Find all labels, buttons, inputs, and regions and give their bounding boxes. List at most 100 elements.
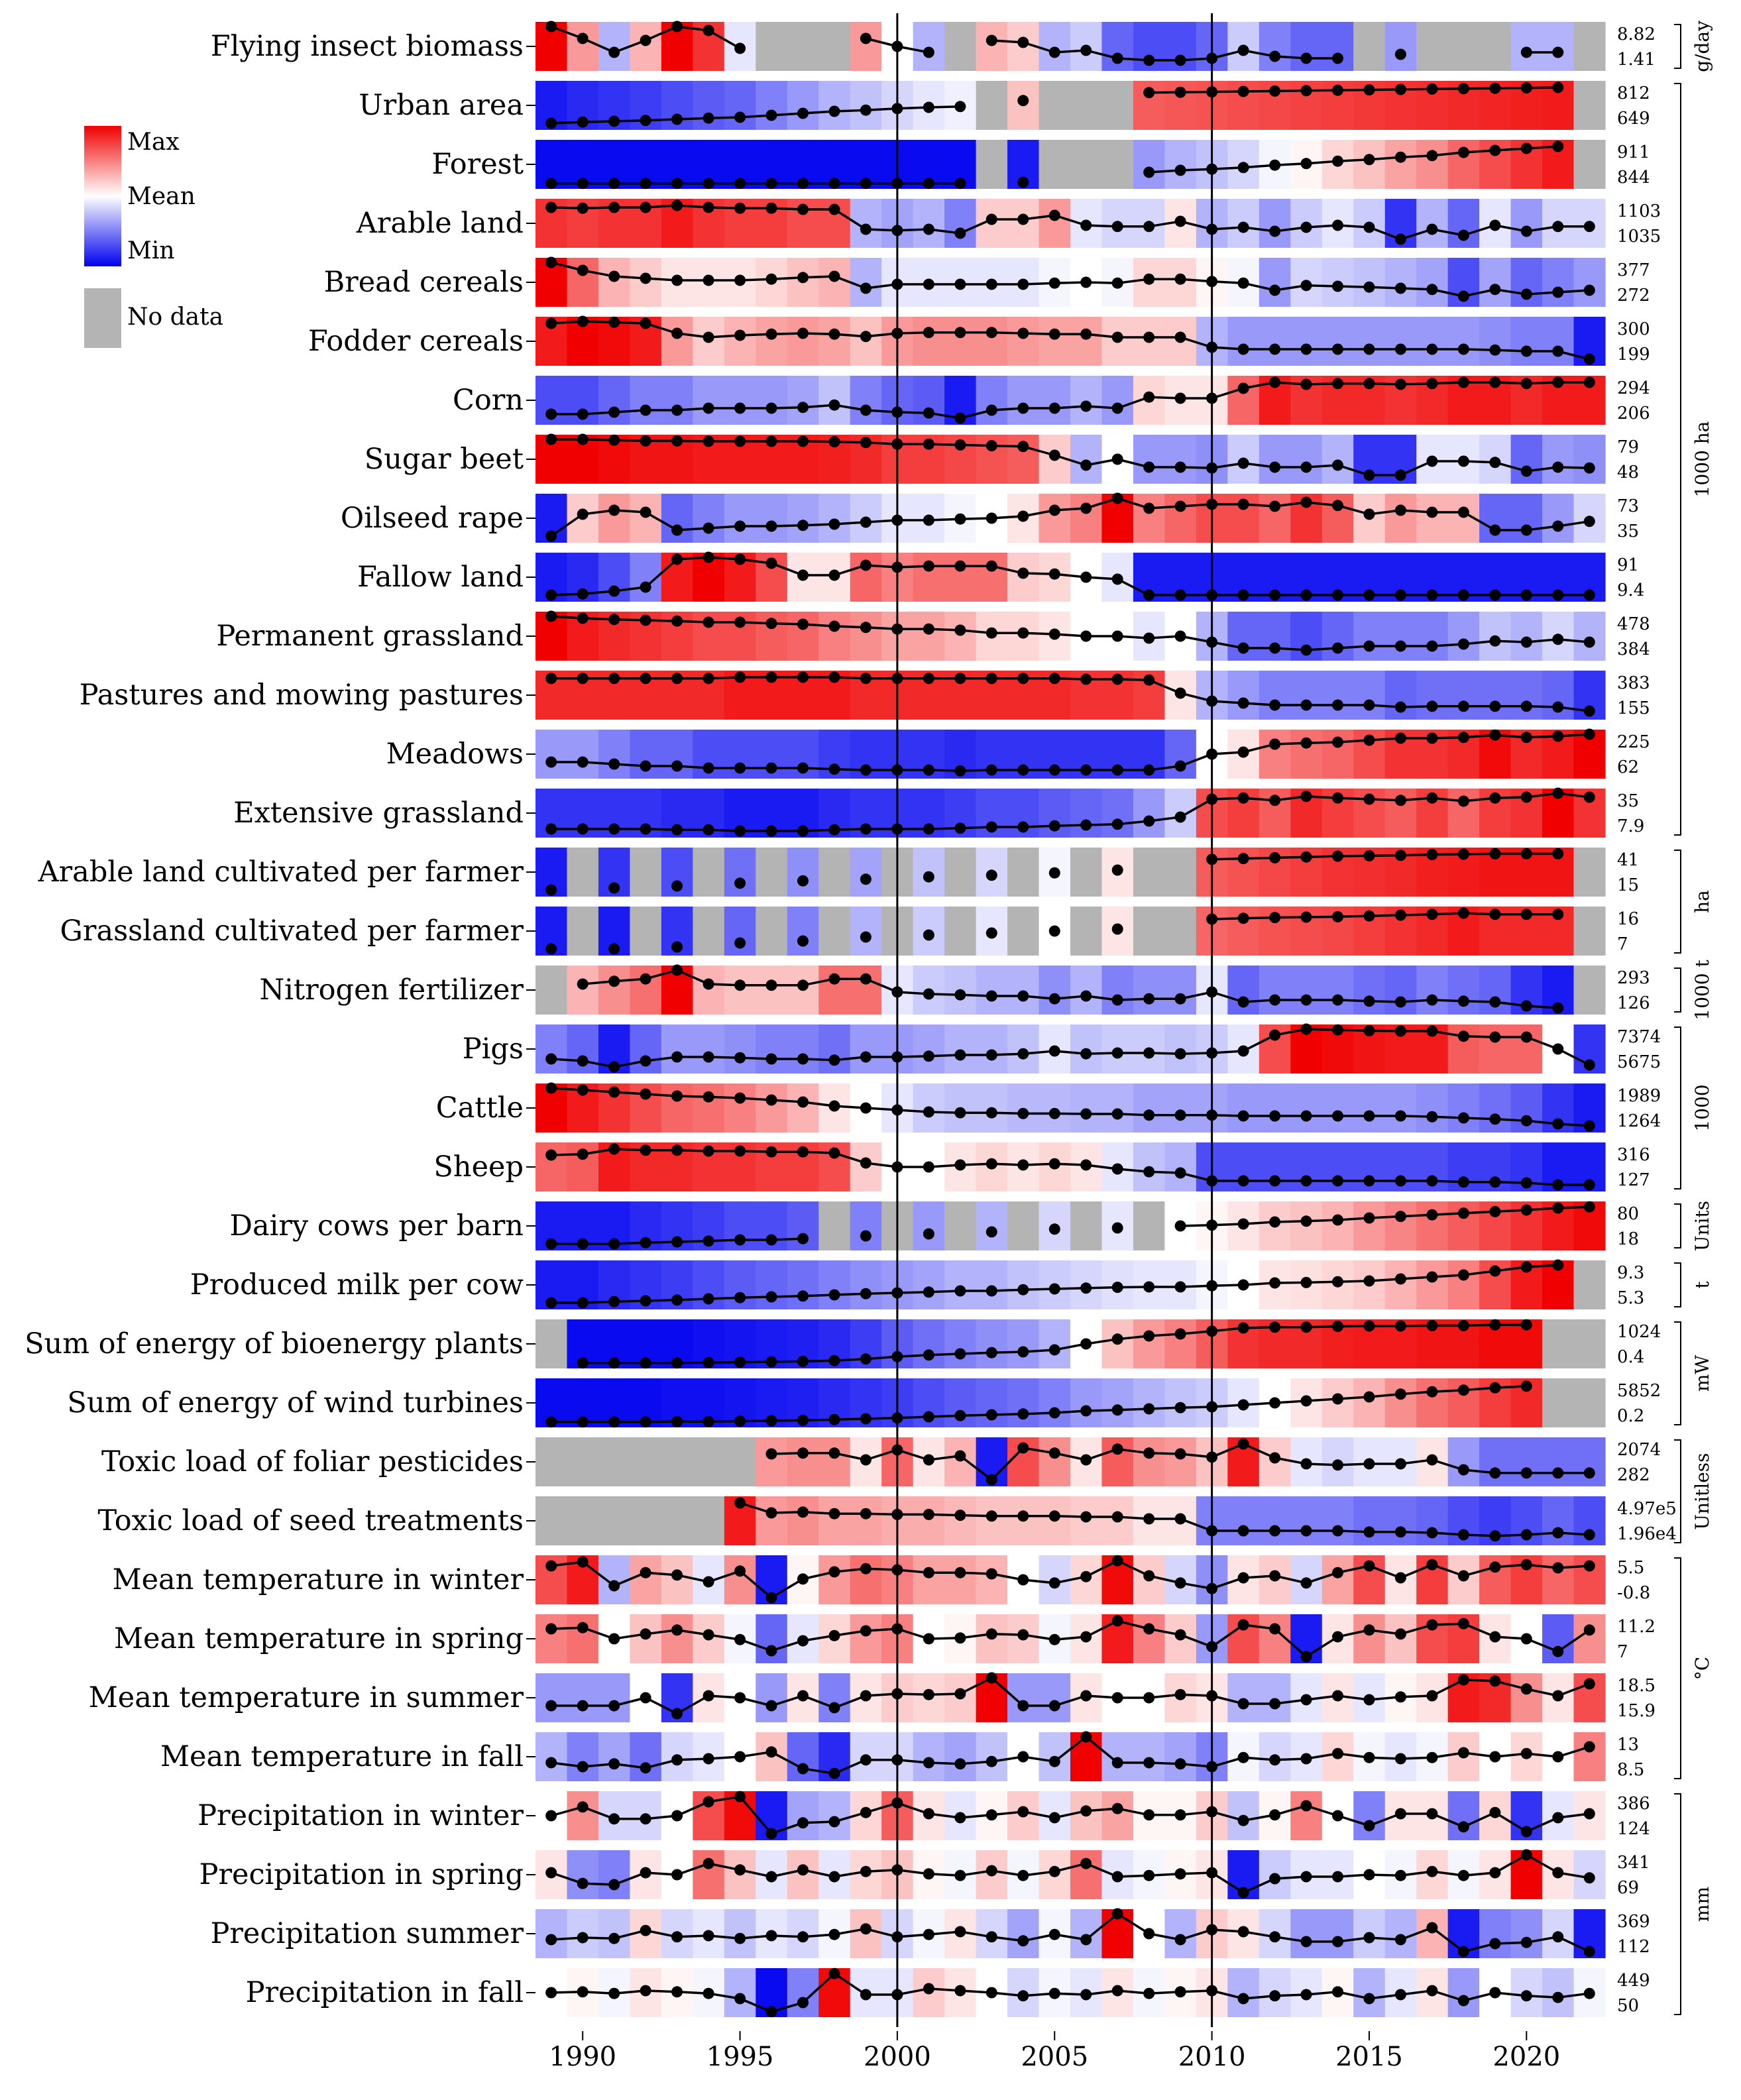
data-point: [1017, 1574, 1029, 1586]
data-point: [1017, 821, 1029, 833]
data-point: [1017, 1048, 1029, 1060]
data-point: [797, 435, 809, 447]
data-point: [985, 327, 997, 339]
data-point: [1457, 1384, 1469, 1396]
data-point: [985, 1755, 997, 1767]
heatmap-cell: [1290, 1083, 1323, 1133]
series-line: [550, 497, 1590, 537]
data-point: [1111, 923, 1123, 935]
heatmap-cell: [567, 1732, 599, 1781]
series-line: [551, 204, 1590, 241]
heatmap-cell: [1290, 1496, 1323, 1545]
data-point: [954, 1285, 966, 1297]
data-point: [640, 1567, 651, 1578]
heatmap-cell: [1133, 848, 1166, 897]
data-point: [1583, 376, 1595, 388]
heatmap-cell: [1573, 848, 1606, 897]
data-point: [954, 673, 966, 685]
data-point: [545, 823, 557, 835]
data-point: [1363, 1024, 1375, 1036]
row-min-label: -0.8: [1617, 1583, 1650, 1603]
data-point: [1394, 1808, 1406, 1820]
data-point: [608, 1932, 620, 1944]
data-point: [1457, 1529, 1469, 1541]
row-min-label: 384: [1617, 639, 1650, 659]
row-label: Flying insect biomass: [211, 30, 524, 63]
data-point: [1111, 1757, 1123, 1769]
data-point: [1143, 1513, 1155, 1525]
data-point: [1426, 1111, 1438, 1123]
data-point: [1583, 791, 1595, 803]
data-point: [1363, 1175, 1375, 1187]
heatmap-cell: [630, 1496, 662, 1545]
data-point: [1363, 1212, 1375, 1224]
data-point: [1269, 1698, 1281, 1710]
heatmap-cell: [1353, 966, 1386, 1015]
heatmap-cell: [1510, 22, 1543, 71]
row-label: Pigs: [463, 1032, 524, 1066]
data-point: [1332, 1110, 1343, 1122]
data-point: [923, 1928, 934, 1940]
data-point: [923, 438, 934, 450]
data-point: [577, 1148, 589, 1160]
data-point: [1583, 1467, 1595, 1479]
row-label: Cattle: [436, 1091, 524, 1125]
data-point: [1237, 1814, 1249, 1826]
data-point: [1111, 764, 1123, 776]
data-point: [1300, 1694, 1312, 1706]
data-point: [923, 673, 934, 685]
heatmap-cell: [693, 376, 725, 425]
row-label: Urban area: [359, 89, 524, 122]
data-point: [734, 42, 746, 54]
heatmap-cell: [598, 966, 631, 1015]
heatmap-cell: [1070, 494, 1103, 543]
series-line: [551, 1853, 1590, 1894]
row-max-label: 911: [1617, 142, 1650, 162]
heatmap-cell: [944, 1201, 977, 1250]
data-point: [1237, 1698, 1249, 1710]
data-point: [640, 1692, 651, 1704]
data-point: [577, 1416, 589, 1428]
data-point: [671, 964, 683, 976]
data-point: [1080, 1857, 1092, 1869]
data-point: [1017, 36, 1029, 48]
data-point: [1520, 1261, 1532, 1273]
heatmap-cell: [1384, 1496, 1417, 1545]
data-point: [797, 1997, 809, 2009]
data-point: [1237, 1322, 1249, 1334]
data-point: [1552, 589, 1564, 601]
data-point: [954, 765, 966, 777]
data-point: [1300, 1989, 1312, 2001]
data-point: [765, 1828, 777, 1840]
data-point: [1300, 791, 1312, 802]
unit-label: °C: [1691, 1657, 1713, 1680]
heatmap-cell: [567, 1614, 599, 1663]
data-point: [1426, 1025, 1438, 1037]
data-point: [1552, 140, 1564, 152]
data-point: [1332, 850, 1343, 862]
data-point: [1174, 1448, 1186, 1460]
data-point: [1174, 1167, 1186, 1179]
heatmap-cell: [1101, 1083, 1134, 1133]
data-point: [1394, 1320, 1406, 1332]
data-point: [1269, 1570, 1281, 1582]
data-point: [545, 21, 557, 32]
heatmap-cell: [1133, 1319, 1166, 1368]
heatmap-cell: [1164, 1142, 1197, 1191]
heatmap-cell: [787, 376, 819, 425]
legend-max-label: Max: [127, 129, 180, 156]
heatmap-cell: [756, 376, 788, 425]
row-max-label: 91: [1617, 555, 1639, 575]
data-point: [545, 884, 557, 896]
heatmap-cell: [630, 907, 662, 956]
data-point: [828, 270, 840, 282]
heatmap-cell: [756, 1437, 788, 1486]
data-point: [1457, 1946, 1469, 1958]
data-point: [1174, 54, 1186, 66]
data-point: [1394, 282, 1406, 294]
data-point: [1426, 1751, 1438, 1763]
data-point: [1426, 223, 1438, 235]
data-point: [1017, 402, 1029, 414]
heatmap-cell: [976, 1024, 1008, 1074]
data-point: [1457, 343, 1469, 355]
